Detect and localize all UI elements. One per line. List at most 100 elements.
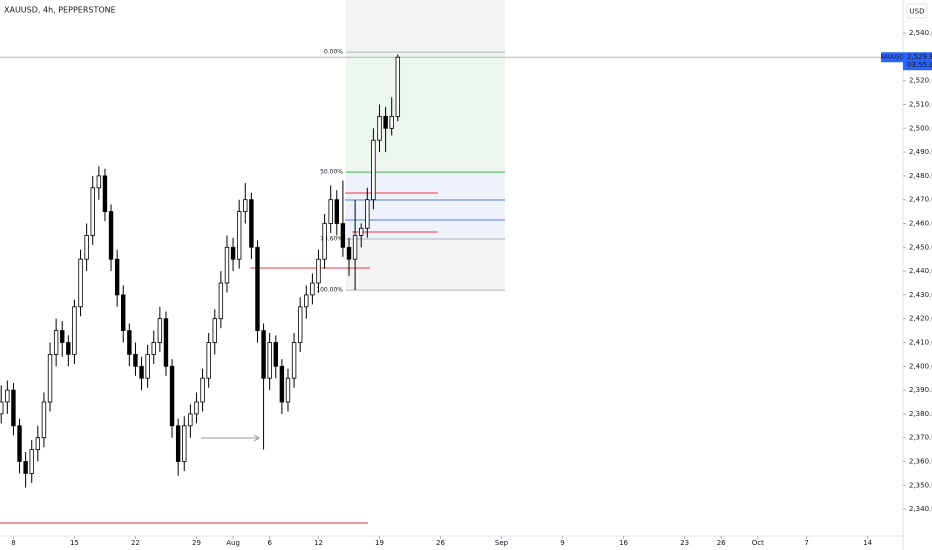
candle-body xyxy=(72,306,77,355)
candle-body xyxy=(175,425,181,462)
y-tick-label: 2,370.00 xyxy=(909,434,932,442)
countdown: 03:55:08 xyxy=(907,61,932,69)
currency-box[interactable] xyxy=(906,3,928,19)
candle-body xyxy=(35,437,41,451)
y-tick-label: 2,460.00 xyxy=(909,219,932,227)
candle-body xyxy=(23,461,28,474)
candle-body xyxy=(17,425,22,462)
candle-body xyxy=(249,199,254,248)
candle-body xyxy=(255,246,260,331)
candle-body xyxy=(151,342,156,355)
candle-body xyxy=(358,227,364,236)
candle-body xyxy=(328,199,333,224)
y-tick-label: 2,410.00 xyxy=(909,338,932,346)
candle-body xyxy=(383,115,388,129)
candle-body xyxy=(297,306,303,343)
candle-body xyxy=(334,199,339,224)
y-tick-label: 2,340.00 xyxy=(909,505,932,513)
fib-label: 100.00% xyxy=(316,287,343,294)
candle-body xyxy=(5,389,10,403)
y-tick-label: 2,390.00 xyxy=(909,386,932,394)
x-tick-label: 19 xyxy=(375,539,384,547)
x-tick-label: 9 xyxy=(560,539,564,547)
candle-body xyxy=(230,246,236,260)
candle-body xyxy=(133,353,138,367)
y-tick-label: 2,380.00 xyxy=(909,410,932,418)
candle-body xyxy=(29,449,34,474)
candle-body xyxy=(200,377,205,403)
currency: USD xyxy=(910,8,925,16)
candle-body xyxy=(41,401,47,439)
chart-title: XAUUSD, 4h, PEPPERSTONE xyxy=(4,6,116,15)
y-tick-label: 2,510.00 xyxy=(909,100,932,108)
y-tick-label: 2,430.00 xyxy=(909,291,932,299)
y-tick-label: 2,520.00 xyxy=(909,77,932,85)
candle-body xyxy=(188,413,193,427)
candle-body xyxy=(121,294,126,331)
candle-body xyxy=(102,175,108,212)
fib-label: 78.60% xyxy=(320,235,343,242)
candle-body xyxy=(340,223,346,248)
fib-label: 0.00% xyxy=(324,49,343,56)
candle-body xyxy=(261,330,266,379)
y-tick-label: 2,450.00 xyxy=(909,243,932,251)
candle-body xyxy=(84,234,89,260)
candle-body xyxy=(78,258,83,308)
y-tick-label: 2,480.00 xyxy=(909,172,932,180)
candle-body xyxy=(395,56,401,117)
candle-body xyxy=(267,342,272,379)
candle-body xyxy=(322,223,327,260)
y-tick-label: 2,420.00 xyxy=(909,315,932,323)
candle-body xyxy=(60,330,65,343)
y-tick-label: 2,400.00 xyxy=(909,362,932,370)
x-tick-label: 22 xyxy=(131,539,140,547)
x-tick-label: Sep xyxy=(495,539,509,547)
candle-body xyxy=(285,377,291,403)
y-tick-label: 2,360.00 xyxy=(909,458,932,466)
fib-zone-upper xyxy=(346,52,505,172)
y-tick-label: 2,470.00 xyxy=(909,196,932,204)
fib-label: 50.00% xyxy=(320,169,343,176)
candle-body xyxy=(273,342,278,367)
x-tick-label: Aug xyxy=(226,539,240,547)
symbol-tag-box xyxy=(881,52,903,63)
fib-zone-lower xyxy=(346,239,505,290)
candle-body xyxy=(108,211,114,260)
candle-body xyxy=(114,258,120,296)
x-tick-label: 23 xyxy=(680,539,689,547)
candle-body xyxy=(236,211,242,260)
candle-body xyxy=(139,365,144,379)
candle-body xyxy=(169,365,175,427)
candle-body xyxy=(212,318,217,343)
x-tick-label: 8 xyxy=(11,539,15,547)
y-tick-label: 2,350.00 xyxy=(909,481,932,489)
candle-body xyxy=(365,199,370,229)
x-tick-label: 15 xyxy=(70,539,79,547)
candle-body xyxy=(90,187,95,236)
symbol-tag: XAUUSD xyxy=(880,55,903,61)
y-tick-label: 2,440.00 xyxy=(909,267,932,275)
candle-body xyxy=(194,401,199,415)
y-tick-label: 2,540.00 xyxy=(909,29,932,37)
y-tick-label: 2,500.00 xyxy=(909,124,932,132)
candle-body xyxy=(389,115,394,129)
candle-body xyxy=(371,139,376,201)
y-tick-label: 2,490.00 xyxy=(909,148,932,156)
candle-body xyxy=(243,199,248,212)
drawing-layer xyxy=(0,0,505,524)
candle-body xyxy=(291,342,297,379)
candle-body xyxy=(310,282,315,296)
x-tick-label: 26 xyxy=(717,539,726,547)
candle-body xyxy=(53,330,59,355)
candle-body xyxy=(304,294,309,308)
candle-body xyxy=(66,342,71,355)
candle-body xyxy=(145,353,150,379)
x-tick-label: 6 xyxy=(267,539,272,547)
candle-body xyxy=(206,342,211,379)
last-price-label: 2,529.86 xyxy=(907,53,932,61)
candle-body xyxy=(224,246,230,284)
candle-body xyxy=(279,365,285,403)
candle-body xyxy=(163,318,169,367)
